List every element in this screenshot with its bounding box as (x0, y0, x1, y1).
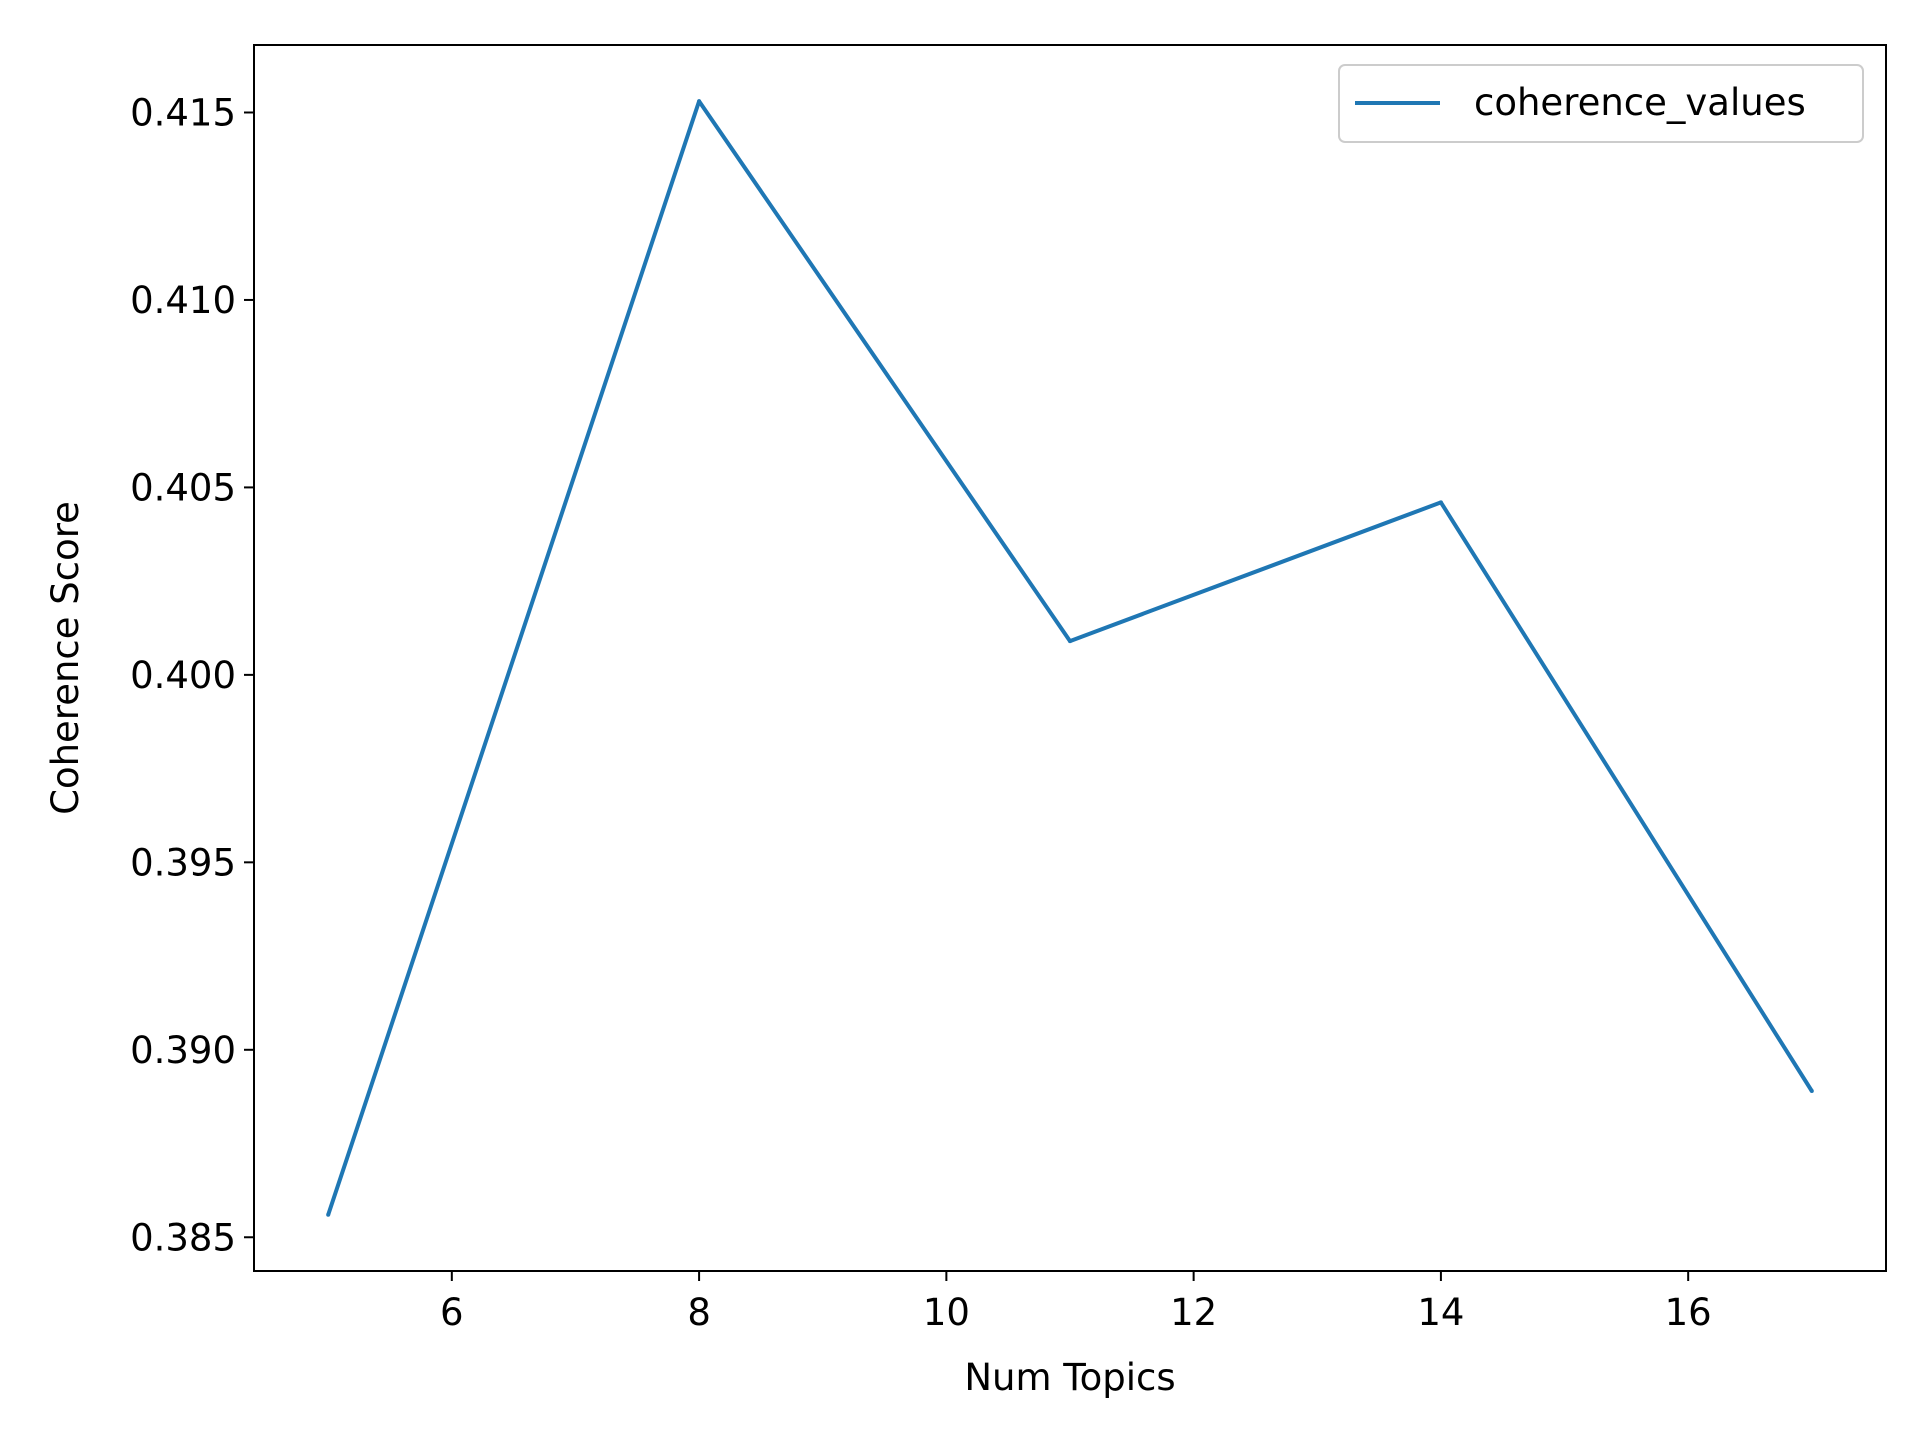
y-tick-label: 0.405 (130, 466, 236, 509)
data-point (1438, 500, 1443, 505)
x-axis-ticks: 6 8 10 12 14 16 (440, 1271, 1712, 1334)
y-tick-label: 0.410 (130, 279, 236, 322)
x-tick-label: 16 (1665, 1291, 1712, 1334)
y-tick-label: 0.400 (130, 654, 236, 697)
legend-frame (1338, 64, 1864, 143)
data-point (326, 1212, 331, 1217)
x-tick-label: 14 (1417, 1291, 1464, 1334)
y-axis-ticks: 0.385 0.390 0.395 0.400 0.405 0.410 0.415 (130, 91, 254, 1259)
y-tick-label: 0.415 (130, 91, 236, 134)
y-tick-label: 0.385 (130, 1216, 236, 1259)
data-point (1068, 639, 1072, 644)
x-axis-label: Num Topics (964, 1356, 1175, 1399)
x-tick-label: 12 (1170, 1291, 1217, 1334)
y-tick-label: 0.395 (130, 841, 236, 884)
data-point (697, 99, 702, 104)
legend-label: coherence_values (1474, 81, 1806, 124)
y-axis-label: Coherence Score (44, 501, 87, 815)
x-tick-label: 8 (687, 1291, 711, 1334)
legend: coherence_values (1338, 64, 1864, 143)
data-point (1809, 1089, 1814, 1094)
x-tick-label: 6 (440, 1291, 464, 1334)
y-tick-label: 0.390 (130, 1029, 236, 1072)
plot-frame (253, 44, 1887, 1272)
x-tick-label: 10 (923, 1291, 970, 1334)
plot-area (254, 45, 1886, 1271)
series-layer (326, 99, 1814, 1217)
